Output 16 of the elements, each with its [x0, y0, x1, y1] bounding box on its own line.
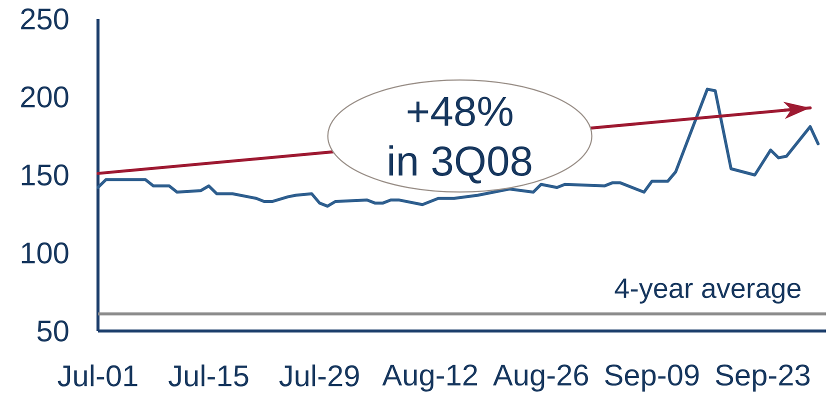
y-tick-label: 200: [21, 86, 68, 108]
line-series: [96, 88, 820, 208]
y-tick-label: 100: [22, 242, 68, 264]
annotation: +48%: [408, 96, 512, 126]
annotation: in 3Q08: [389, 145, 532, 184]
y-tick-label: 50: [37, 320, 68, 342]
x-tick-label: Aug-26: [493, 364, 588, 392]
x-tick-label: Jul-29: [279, 364, 359, 386]
x-tick-label: Sep-09: [605, 364, 699, 392]
x-tick-label: Jul-01: [58, 364, 138, 386]
ref-line-label: 4-year average: [614, 278, 800, 304]
x-tick-label: Aug-12: [382, 364, 478, 392]
x-tick-label: Jul-15: [168, 364, 248, 386]
y-tick-label: 150: [22, 164, 68, 186]
x-tick-label: Sep-23: [716, 364, 810, 392]
y-tick-label: 250: [21, 8, 68, 30]
